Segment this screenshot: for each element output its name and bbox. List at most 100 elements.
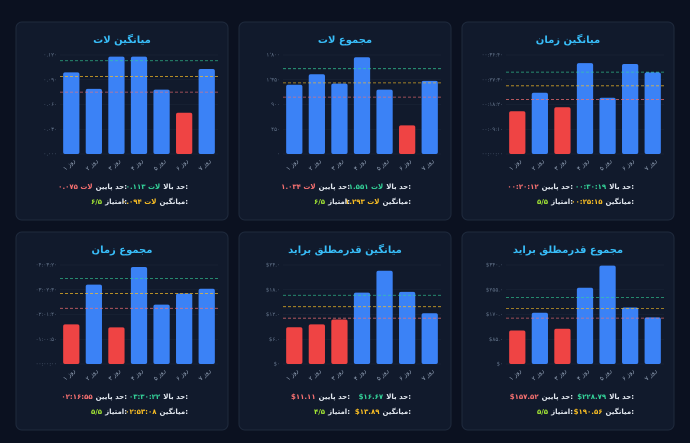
bar [108,327,125,364]
bar [286,84,303,154]
stat-value: $۱۵۷.۵۲ [510,393,540,401]
bar [198,288,215,364]
y-tick-label: $۲۴.۰ [266,263,280,269]
bar [153,89,170,154]
bar [599,97,616,154]
y-tick-label: ۰۰:۳۶:۴۰ [482,53,503,59]
stat-name: میانگین: [160,197,189,206]
stat-name: حد بالا: [609,393,634,401]
chart-card: مجموع زمان ۰۰:۰۰:۰۰ ۰۱:۰۰:۵۰ ۰۲:۰۱:۴۰ ۰۳:۰۲:… [15,231,229,431]
bar [331,83,348,154]
stat-name: حد پایین: [96,183,128,191]
y-tick-label: ۰۰:۰۰:۰۰ [482,152,503,158]
bar [130,56,148,154]
y-tick-label: $۱۷۰.۰ [486,312,503,318]
bar [509,111,526,154]
stat-value: ۰۳:۳۰:۲۲ [129,393,161,401]
y-tick-label: $۱۸.۰ [266,287,280,293]
score-value: ۵/۵ [537,408,549,416]
y-tick-label: $۰ [497,362,503,368]
chart-card: میانگین لات۰.۰۰۰۰.۰۳۰۰.۰۶۰۰.۰۹۰۰.۱۲۰روز … [15,21,229,221]
y-tick-label: ۰.۰۹۰ [43,77,57,83]
stat-value: $۱۶.۶۷ [359,393,384,401]
stat-value: ۱.۲۹۳ لات [345,198,379,206]
stat-name: امتیاز: [104,198,127,206]
y-tick-label: $۰ [274,362,280,368]
y-tick-label: ۹۰۰ [271,102,280,108]
y-tick-label: ۰۱:۰۰:۵۰ [36,337,57,343]
bar [554,328,571,364]
stat-name: حد بالا: [609,183,634,191]
bar [130,267,148,364]
bar [85,88,102,154]
y-tick-label: $۱۲.۰ [266,312,280,318]
stat-value: ۰۰:۲۵:۱۵ [571,198,603,206]
stat-name: میانگین: [160,407,189,416]
stat-value: ۱.۵۵۱ لات [349,183,383,191]
stat-value: $۱۹۰.۵۶ [574,408,603,416]
bar [353,292,371,364]
bar [63,324,80,364]
y-tick-label: ۱٬۳۵۰ [266,76,280,83]
stat-name: میانگین: [606,407,635,416]
stat-value: ۰.۱۱۳ لات [126,183,160,191]
stat-name: حد پایین: [542,393,574,401]
stat-value: ۰۰:۳۰:۱۹ [575,183,607,191]
y-tick-label: $۸۵.۰ [489,337,503,343]
y-tick-label: ۴۵۰ [271,127,280,133]
bar [176,293,193,364]
y-tick-label: ۰۲:۰۱:۴۰ [36,312,57,318]
chart-title: مجموع قدرمطلق براید [513,245,623,256]
bar [108,56,125,154]
stat-name: حد پایین: [319,183,351,191]
y-tick-label: $۶.۰ [269,337,280,343]
y-tick-label: ۰.۰۳۰ [43,127,57,133]
y-tick-label: ۰.۰۶۰ [43,102,57,108]
y-tick-label: ۰.۱۲۰ [43,53,57,59]
bar [622,64,639,154]
chart-title: میانگین لات [93,33,151,46]
score-value: ۵/۵ [91,408,103,416]
bar [198,69,215,154]
bar [308,324,325,364]
stat-value: $۱۱.۱۱ [291,393,316,401]
bar [509,330,526,364]
bar [421,80,438,154]
stat-value: $۲۲۸.۷۹ [577,393,607,401]
bar [399,291,416,364]
stat-value: ۰.۰۹۴ لات [122,198,156,206]
stat-value: $۱۳.۸۹ [355,408,380,416]
stat-name: حد بالا: [386,183,411,191]
score-value: ۶/۵ [91,198,103,206]
y-tick-label: ۰۴:۰۳:۲۰ [36,263,57,269]
bar [376,270,393,364]
chart-title: میانگین قدرمطلق براید [288,243,402,256]
bar [63,72,80,154]
chart-card: مجموع قدرمطلق براید $۰ $۸۵.۰ $۱۷۰.۰ $۲۵۵.۰ $۳… [461,231,675,431]
y-tick-label: ۰۰:۰۹:۱۰ [482,127,503,133]
chart-title: مجموع زمان [92,245,153,256]
score-value: ۶/۵ [314,198,326,206]
y-tick-label: $۳۴۰.۰ [486,263,503,269]
stat-value: ۱.۰۳۴ لات [281,183,315,191]
stat-name: میانگین: [383,407,412,416]
chart-title: مجموع لات [318,35,372,46]
bar [599,265,616,364]
bar [421,313,438,364]
bar [331,319,348,364]
y-tick-label: ۰۰:۲۷:۳۰ [482,77,503,83]
score-value: ۵/۵ [537,198,549,206]
stat-name: امتیاز: [327,408,350,416]
bar [399,125,416,154]
chart-card: میانگین زمان ۰۰:۰۰:۰۰ ۰۰:۰۹:۱۰ ۰۰:۱۸:۲۰ ۰۰:۲… [461,21,675,221]
y-tick-label: ۰ [277,152,280,158]
y-tick-label: ۰.۰۰۰ [43,152,57,158]
y-tick-label: ۰۳:۰۲:۳۰ [36,287,57,293]
bar [622,307,639,364]
stat-value: ۰.۰۷۵ لات [58,183,92,191]
stat-name: حد پایین: [96,393,128,401]
bar [153,304,170,364]
stat-name: حد بالا: [163,183,188,191]
